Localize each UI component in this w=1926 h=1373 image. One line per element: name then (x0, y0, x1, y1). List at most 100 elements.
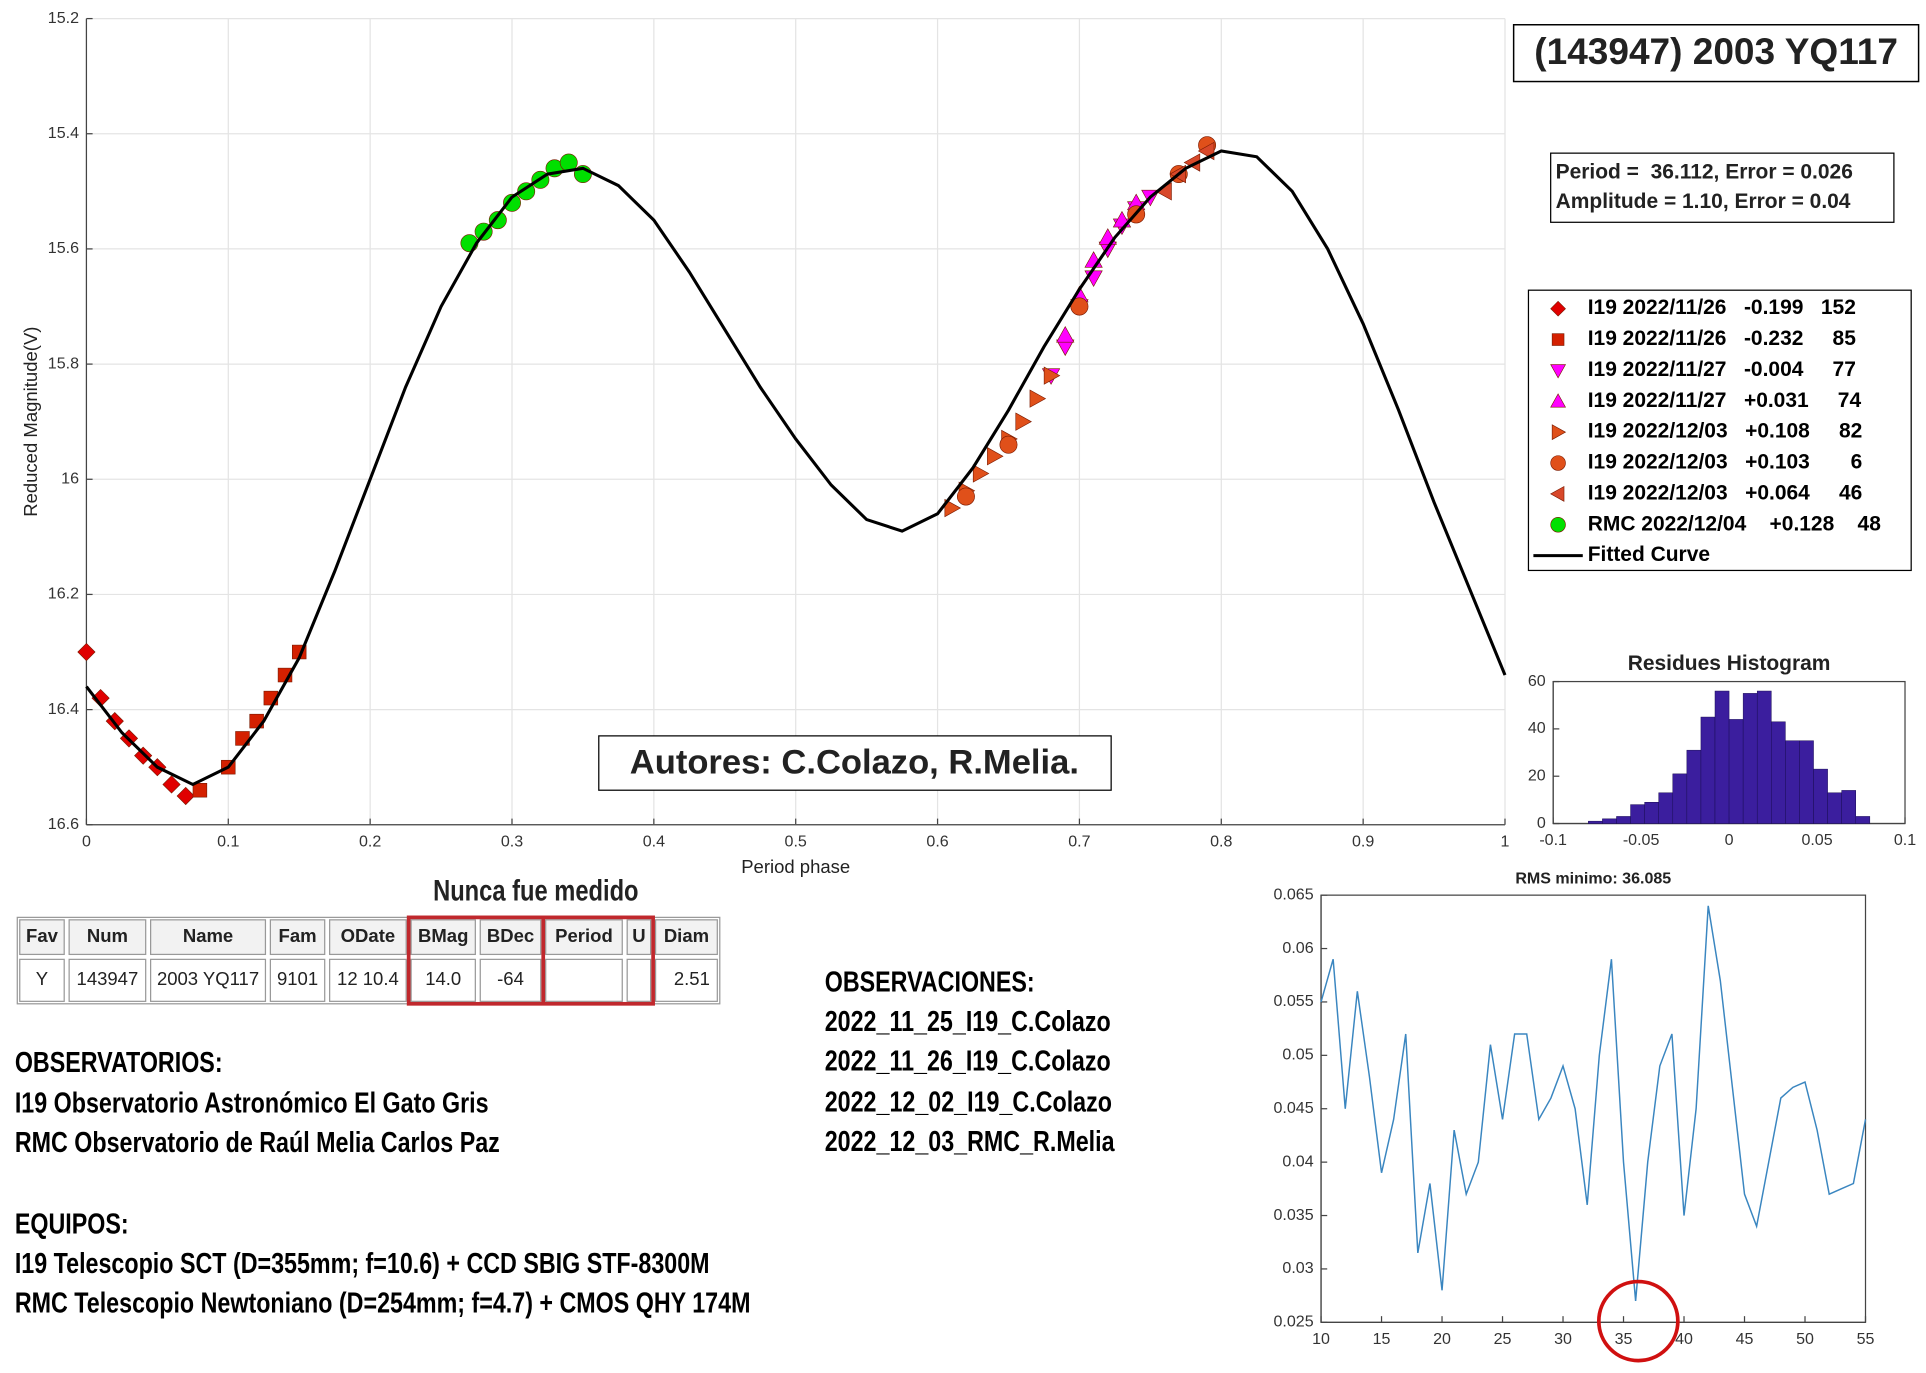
header-text: BDec (487, 925, 534, 946)
cell-text: 9101 (277, 968, 318, 989)
x-tick-label: 45 (1736, 1330, 1754, 1348)
bar (1672, 773, 1688, 824)
marker (134, 746, 153, 765)
x-tick-label: 55 (1857, 1330, 1875, 1348)
chart: -0.1 -0.05 0 0.05 0.1 0 20 40 60 Residues Histogr… (1528, 652, 1916, 849)
marker (1550, 300, 1566, 317)
y-tick-label: 16.6 (48, 815, 79, 833)
bar (1855, 816, 1871, 824)
observations: OBSERVACIONES: 2022_11_25_I19_C.Colazo 2… (825, 965, 1115, 1157)
heading: OBSERVATORIOS: (15, 1046, 223, 1079)
item: RMC Telescopio Newtoniano (D=254mm; f=4.… (15, 1286, 751, 1319)
x-tick-label: 0 (1725, 831, 1734, 849)
y-tick-label: 0.06 (1282, 939, 1313, 957)
y-tick-label: 16.2 (48, 585, 79, 603)
marker (1029, 389, 1047, 408)
x-tick-label: 30 (1554, 1330, 1572, 1348)
marker (1551, 424, 1567, 441)
x-axis-label: Period phase (741, 856, 850, 877)
x-tick-label: 20 (1433, 1330, 1451, 1348)
authors-box (598, 735, 1112, 791)
y-tick-label: 16 (61, 469, 79, 487)
y-tick-label: 15.2 (48, 9, 79, 27)
y-tick-label: 40 (1528, 719, 1546, 737)
y-tick-label: 0.04 (1282, 1152, 1313, 1170)
x-tick-label: 15 (1373, 1330, 1391, 1348)
cell (410, 958, 476, 1002)
title-box (1512, 24, 1920, 83)
header-cell (654, 919, 718, 956)
marker (1550, 455, 1566, 471)
marker (1043, 366, 1061, 385)
header-text: Diam (664, 925, 709, 946)
y-tick-label: 0.05 (1282, 1046, 1313, 1064)
item: 2022_11_25_I19_C.Colazo (825, 1005, 1111, 1038)
cell-text: 2003 YQ117 (157, 968, 259, 989)
marker (517, 182, 536, 201)
x-tick-label: 35 (1615, 1330, 1633, 1348)
marker (987, 447, 1004, 466)
bar (1785, 740, 1800, 824)
legend-label: I19 2022/11/27 -0.004 77 (1588, 358, 1856, 381)
legend-label: I19 2022/11/26 -0.199 152 (1588, 296, 1856, 319)
marker (192, 783, 208, 798)
marker (1056, 326, 1075, 343)
charts: 0 0.1 0.2 0.3 0.4 0.5 0.6 0.7 0.8 0.9 1 15.2 15.4 15.… (20, 9, 1916, 1348)
bar (1658, 792, 1674, 824)
legend-label: I19 2022/11/26 -0.232 85 (1588, 327, 1856, 350)
bar (1700, 716, 1716, 824)
header-cell (150, 919, 267, 956)
item: I19 Observatorio Astronómico El Gato Gri… (15, 1086, 489, 1119)
bar (1841, 790, 1856, 824)
item: RMC Observatorio de Raúl Melia Carlos Pa… (15, 1126, 500, 1159)
x-tick-label: 0.7 (1068, 832, 1090, 850)
bar (1714, 690, 1730, 824)
highlight-circle (1596, 1279, 1680, 1363)
marker (972, 464, 990, 483)
x-tick-label: 0.2 (359, 832, 381, 850)
header-text: Num (87, 925, 128, 946)
x-tick-label: 1 (1501, 832, 1510, 850)
x-tick-label: 0.9 (1352, 832, 1374, 850)
legend-label: I19 2022/12/03 +0.108 82 (1588, 420, 1863, 443)
chart-title: RMS minimo: 36.085 (1515, 869, 1671, 887)
x-tick-label: -0.05 (1623, 831, 1660, 849)
bar (1827, 792, 1842, 824)
heading: OBSERVACIONES: (825, 965, 1035, 998)
y-tick-label: 0.045 (1274, 1099, 1314, 1117)
y-tick-label: 0.035 (1274, 1206, 1314, 1224)
cell-text: 143947 (77, 968, 139, 989)
x-tick-label: 0.8 (1210, 832, 1232, 850)
header-cell (410, 919, 476, 956)
cell (626, 958, 652, 1002)
header-cell (545, 919, 623, 956)
y-axis-label: Reduced Magnitude(V) (20, 327, 41, 517)
y-tick-label: 16.4 (48, 700, 79, 718)
item: I19 Telescopio SCT (D=355mm; f=10.6) + C… (15, 1247, 710, 1280)
y-tick-label: 15.6 (48, 239, 79, 257)
annotation: Nunca fue medido (433, 874, 638, 907)
cell (479, 958, 542, 1002)
bar (1728, 719, 1744, 824)
marker (488, 211, 507, 230)
marker (1015, 412, 1032, 431)
observatories: OBSERVATORIOS: I19 Observatorio Astronóm… (15, 1046, 751, 1320)
cell (329, 958, 407, 1002)
legend-box (1527, 289, 1912, 572)
cell (150, 958, 267, 1002)
cell (545, 958, 623, 1002)
marker (503, 193, 521, 212)
highlight-box (406, 915, 655, 1006)
object-title: (143947) 2003 YQ117 (1534, 30, 1898, 72)
x-tick-label: -0.1 (1539, 831, 1567, 849)
y-tick-label: 15.4 (48, 124, 79, 142)
marker (999, 435, 1018, 454)
x-tick-label: 0.1 (217, 832, 239, 850)
bar (1799, 740, 1814, 824)
x-tick-label: 40 (1675, 1330, 1693, 1348)
header-cell (329, 919, 407, 956)
cell (654, 958, 718, 1002)
cell-text: 12 10.4 (337, 968, 399, 989)
x-tick-label: 25 (1494, 1330, 1512, 1348)
